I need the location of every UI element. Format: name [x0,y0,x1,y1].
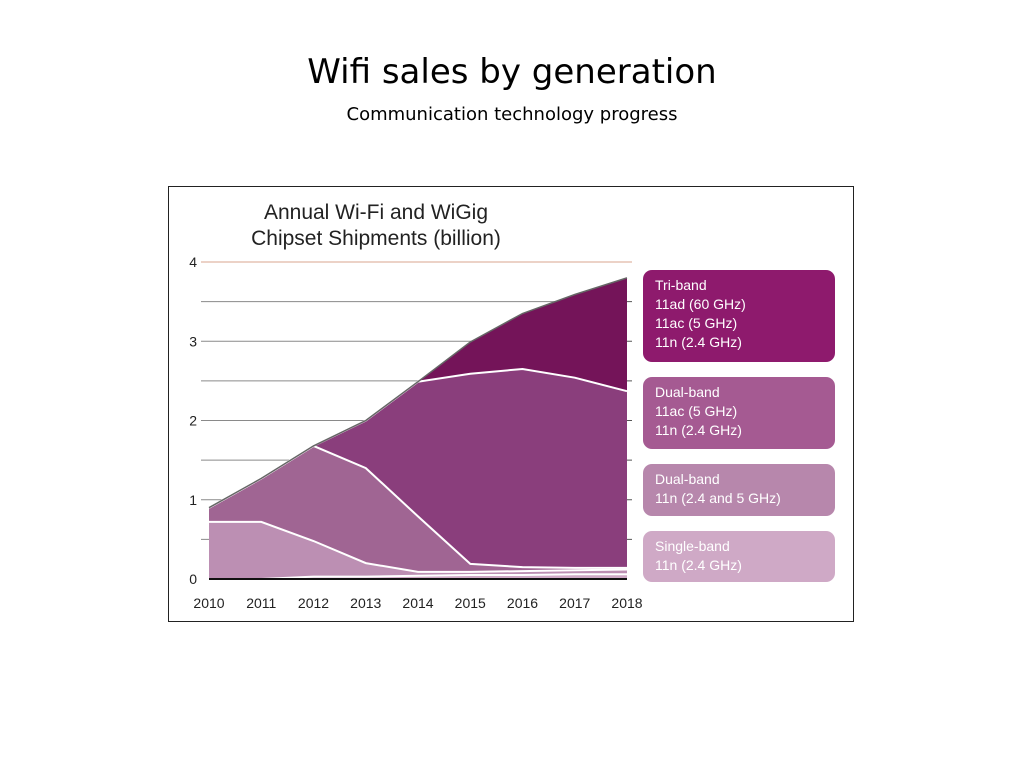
y-tick-label: 1 [189,492,197,508]
x-tick-label: 2017 [559,595,590,611]
legend-label: 11n (2.4 and 5 GHz) [655,490,781,506]
legend-label: 11ac (5 GHz) [655,403,737,419]
x-tick-label: 2013 [350,595,381,611]
legend-label: Single-band [655,538,730,554]
legend-label: Dual-band [655,384,720,400]
legend-label: 11ad (60 GHz) [655,296,746,312]
x-tick-label: 2011 [246,595,276,611]
y-tick-label: 4 [189,254,197,270]
legend-label: 11n (2.4 GHz) [655,557,742,573]
x-tick-label: 2014 [402,595,433,611]
area-boundary-1 [209,520,628,573]
legend-box [643,270,835,362]
x-tick-label: 2012 [298,595,329,611]
y-tick-label: 2 [189,413,197,429]
x-tick-label: 2016 [507,595,538,611]
x-tick-label: 2010 [193,595,224,611]
legend-box [643,377,835,449]
y-tick-label: 3 [189,333,197,349]
y-tick-label: 0 [189,571,197,587]
legend-box [643,464,835,516]
chart-title-line: Annual Wi-Fi and WiGig [264,201,488,224]
slide-title: Wifi sales by generation [307,52,717,92]
legend-label: Dual-band [655,471,720,487]
slide-subtitle: Communication technology progress [346,104,678,125]
chart-title-line: Chipset Shipments (billion) [251,227,501,250]
x-tick-label: 2015 [455,595,486,611]
legend-box [643,531,835,582]
chart-svg: Annual Wi-Fi and WiGig Chipset Shipments … [189,201,835,611]
area-boundary-4 [208,277,628,509]
legend-label: 11n (2.4 GHz) [655,334,742,350]
legend-label: 11n (2.4 GHz) [655,422,742,438]
legend-label: Tri-band [655,277,707,293]
legend-label: 11ac (5 GHz) [655,315,737,331]
x-tick-label: 2018 [611,595,642,611]
area-series-1 [209,521,627,579]
area-series-4 [209,277,627,508]
chart-frame: Annual Wi-Fi and WiGig Chipset Shipments … [168,186,854,622]
area-series-3 [209,369,627,568]
